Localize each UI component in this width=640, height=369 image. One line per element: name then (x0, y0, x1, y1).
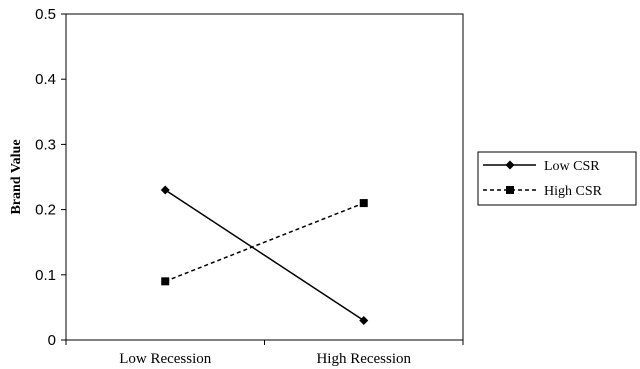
y-tick-label: 0.1 (35, 267, 56, 284)
legend-label: High CSR (544, 184, 603, 199)
y-tick-label: 0.2 (35, 202, 56, 219)
legend-marker (506, 186, 514, 194)
series-high-csr (161, 199, 368, 286)
y-tick-label: 0 (48, 332, 56, 349)
series-line (164, 189, 365, 322)
x-tick-label: High Recession (316, 351, 411, 367)
data-point (160, 185, 170, 195)
x-axis: Low Recession High Recession (65, 340, 464, 367)
series-layer (160, 185, 369, 325)
y-tick-label: 0.3 (35, 136, 56, 153)
y-tick-label: 0.5 (35, 6, 56, 23)
data-point (161, 277, 170, 286)
y-axis: 0 0.1 0.2 0.3 0.4 0.5 (35, 6, 66, 349)
x-tick-label: Low Recession (119, 351, 212, 367)
legend-box (477, 151, 637, 206)
plot-area (65, 13, 464, 341)
data-point (359, 315, 369, 325)
legend-marker (505, 160, 515, 170)
series-low-csr (160, 185, 369, 325)
legend-label: Low CSR (544, 159, 600, 174)
y-axis-label: Brand Value (9, 139, 24, 214)
series-line (164, 202, 365, 283)
data-point (359, 199, 368, 208)
legend: Low CSR High CSR (477, 151, 637, 206)
y-tick-label: 0.4 (35, 71, 56, 88)
